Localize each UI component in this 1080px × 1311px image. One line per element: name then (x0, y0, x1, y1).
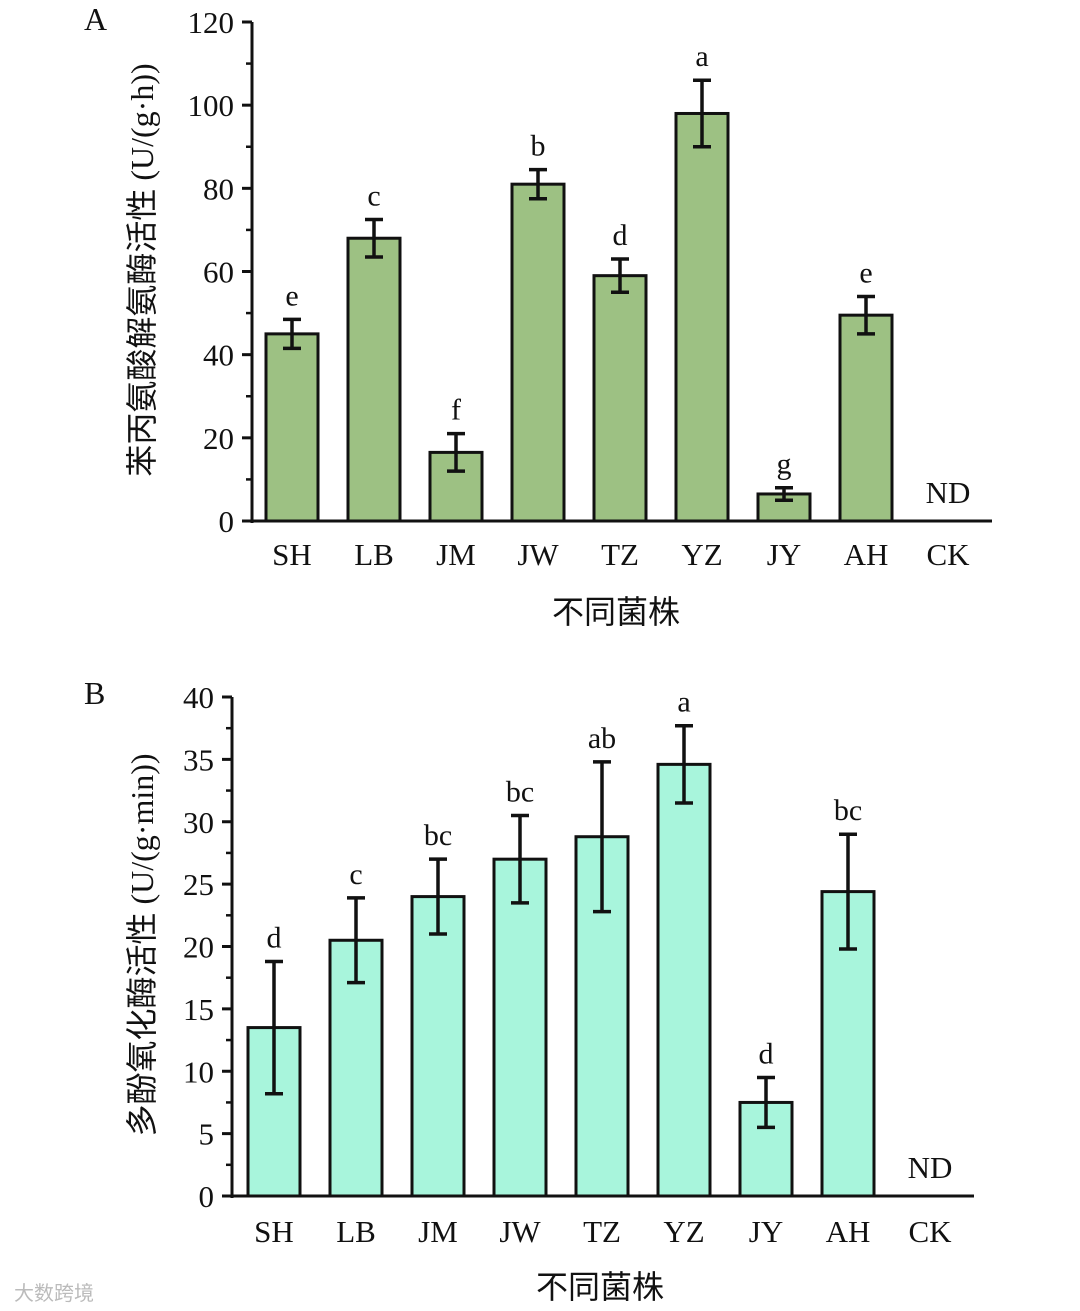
significance-label-jm: bc (424, 819, 452, 852)
y-tick-label: 20 (183, 930, 214, 965)
y-tick-label: 35 (183, 742, 214, 777)
x-tick-label-yz: YZ (663, 1214, 704, 1249)
bar-jm (410, 895, 466, 1198)
y-tick-label: 40 (203, 338, 234, 373)
y-tick-label: 15 (183, 992, 214, 1027)
y-tick-label: 80 (203, 171, 234, 206)
chart-panel-a: A e c f b d a g e ND 0 20 40 60 80 100 120 SH LB JM JW TZ YZ… (84, 1, 992, 630)
nd-label: ND (926, 475, 971, 510)
significance-label-ah: e (859, 256, 872, 289)
significance-label-tz: d (613, 219, 628, 252)
y-tick-label: 0 (219, 504, 235, 539)
significance-label-tz: ab (588, 722, 616, 755)
x-tick-label-lb: LB (336, 1214, 376, 1249)
x-tick-label-jy: JY (749, 1214, 783, 1249)
watermark: 大数跨境 (14, 1281, 94, 1305)
bar-jw (510, 182, 566, 523)
bar-jw (492, 857, 548, 1198)
bars-a: e c f b d a g e ND (264, 40, 971, 523)
x-tick-label-lb: LB (354, 537, 394, 572)
x-tick-label-sh: SH (254, 1214, 294, 1249)
significance-label-ah: bc (834, 794, 862, 827)
x-tick-label-ck: CK (926, 537, 970, 572)
axes-b: 0 5 10 15 20 25 30 35 40 SH LB JM JW TZ YZ JY AH CK (183, 680, 974, 1249)
y-tick-label: 30 (183, 805, 214, 840)
significance-label-lb: c (367, 180, 380, 213)
y-tick-label: 10 (183, 1054, 214, 1089)
axes-a: 0 20 40 60 80 100 120 SH LB JM JW TZ YZ JY AH CK (188, 5, 992, 572)
x-tick-label-yz: YZ (681, 537, 722, 572)
bar-yz (674, 111, 730, 523)
y-axis-title-b: 多酚氧化酶活性 (U/(g·min)) (124, 753, 160, 1136)
significance-label-jm: f (451, 394, 461, 427)
x-tick-label-ah: AH (844, 537, 889, 572)
y-tick-label: 25 (183, 867, 214, 902)
x-axis-title-b: 不同菌株 (536, 1269, 664, 1305)
significance-label-lb: c (349, 858, 362, 891)
y-tick-label: 100 (188, 88, 235, 123)
chart-panel-b: B d c bc bc ab a d bc ND 0 5 10 15 20 25 30 35 40 SH LB JM J… (84, 675, 974, 1305)
significance-label-yz: a (695, 40, 708, 73)
bar-ah (838, 313, 894, 523)
y-tick-label: 60 (203, 255, 234, 290)
x-axis-title-a: 不同菌株 (552, 594, 680, 630)
x-tick-label-tz: TZ (583, 1214, 621, 1249)
panel-label-a: A (84, 1, 107, 37)
bar-sh (264, 332, 320, 523)
y-tick-label: 5 (199, 1117, 215, 1152)
x-tick-label-jy: JY (767, 537, 801, 572)
bar-yz (656, 762, 712, 1198)
significance-label-sh: d (267, 921, 282, 954)
x-tick-label-ck: CK (908, 1214, 952, 1249)
bar-lb (346, 236, 402, 523)
bars-b: d c bc bc ab a d bc ND (246, 686, 953, 1198)
y-tick-label: 40 (183, 680, 214, 715)
x-tick-label-sh: SH (272, 537, 312, 572)
nd-label: ND (908, 1150, 953, 1185)
significance-label-yz: a (677, 686, 690, 719)
significance-label-sh: e (285, 279, 298, 312)
y-axis-title-a: 苯丙氨酸解氨酶活性 (U/(g·h)) (124, 63, 160, 476)
x-tick-label-jw: JW (499, 1214, 541, 1249)
significance-label-jy: g (777, 448, 792, 481)
y-tick-label: 120 (188, 5, 235, 40)
x-tick-label-jm: JM (436, 537, 476, 572)
significance-label-jy: d (759, 1037, 774, 1070)
x-tick-label-ah: AH (826, 1214, 871, 1249)
significance-label-jw: bc (506, 776, 534, 809)
significance-label-jw: b (531, 130, 546, 163)
panel-label-b: B (84, 675, 105, 711)
x-tick-label-tz: TZ (601, 537, 639, 572)
y-tick-label: 0 (199, 1179, 215, 1214)
x-tick-label-jw: JW (517, 537, 559, 572)
bar-tz (592, 274, 648, 523)
x-tick-label-jm: JM (418, 1214, 458, 1249)
y-tick-label: 20 (203, 421, 234, 456)
